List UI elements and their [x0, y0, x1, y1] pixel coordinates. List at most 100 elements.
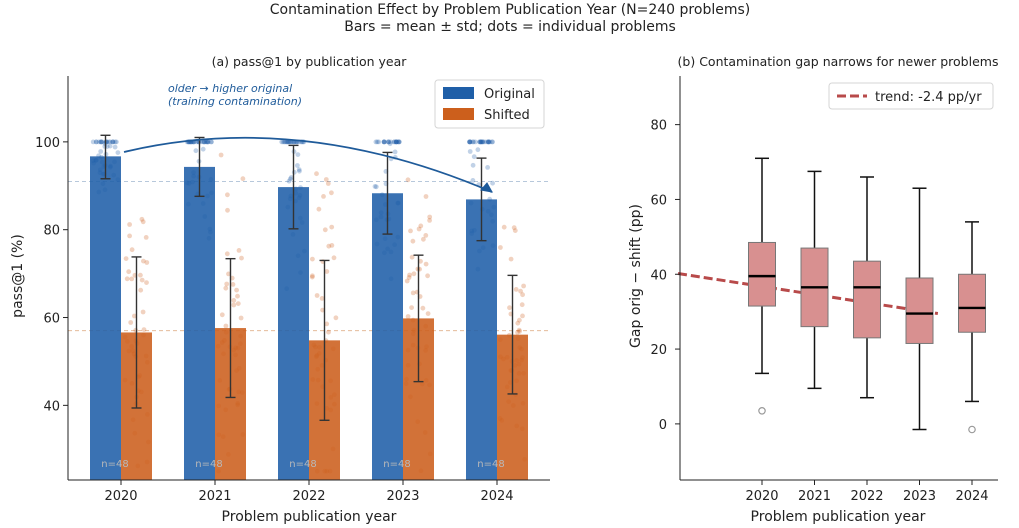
- problem-dot: [408, 228, 413, 234]
- problem-dot: [467, 139, 473, 145]
- y-tick-label: 0: [659, 418, 667, 433]
- problem-dot: [468, 139, 473, 145]
- legend-swatch-original: [443, 87, 474, 99]
- problem-dot: [477, 139, 483, 145]
- problem-dot: [501, 224, 507, 230]
- legend-frame: [828, 82, 994, 110]
- problem-dot: [427, 214, 433, 220]
- problem-dot: [224, 281, 230, 287]
- problem-dot: [520, 313, 525, 319]
- problem-dot: [470, 178, 476, 183]
- problem-dot: [225, 207, 230, 213]
- legend-label-shifted: Shifted: [484, 108, 530, 123]
- problem-dot: [333, 315, 339, 321]
- problem-dot: [224, 251, 230, 257]
- problem-dot: [140, 309, 146, 315]
- n-label-2021: n=48: [195, 459, 222, 470]
- panel-a-legend: Original Shifted: [434, 79, 545, 129]
- problem-dot: [280, 139, 286, 145]
- problem-dot: [490, 180, 495, 186]
- n-label-2023: n=48: [383, 459, 410, 470]
- y-tick-label: 80: [43, 224, 60, 239]
- problem-dot: [139, 277, 145, 283]
- x-tick-label: 2023: [386, 489, 419, 504]
- x-tick-label: 2022: [292, 489, 325, 504]
- problem-dot: [98, 149, 104, 154]
- problem-dot: [133, 327, 139, 333]
- problem-dot: [521, 283, 526, 289]
- problem-dot: [407, 272, 412, 278]
- x-tick-label: 2022: [850, 489, 883, 504]
- problem-dot: [209, 139, 214, 145]
- problem-dot: [472, 139, 478, 145]
- problem-dot: [392, 139, 397, 145]
- problem-dot: [218, 152, 224, 158]
- problem-dot: [231, 298, 237, 303]
- problem-dot: [324, 269, 330, 274]
- problem-dot: [396, 139, 402, 145]
- boxes: [748, 157, 986, 434]
- problem-dot: [205, 139, 211, 145]
- problem-dot: [226, 271, 231, 277]
- problem-dot: [486, 139, 491, 145]
- problem-dot: [374, 139, 380, 145]
- problem-dot: [112, 139, 118, 145]
- problem-dot: [319, 296, 325, 301]
- figure-title: Contamination Effect by Problem Publicat…: [270, 2, 750, 18]
- problem-dot: [106, 139, 112, 145]
- panel-a-axes: 40 60 80 100 2020 2021 2022 2023 2024: [35, 76, 550, 504]
- problem-dot: [478, 139, 484, 145]
- problem-dot: [329, 190, 334, 196]
- problem-dot: [284, 139, 289, 145]
- problem-dot: [410, 290, 416, 296]
- problem-dot: [310, 256, 315, 262]
- problem-dot: [475, 147, 481, 153]
- annotation-line-2: (training contamination): [168, 95, 302, 108]
- problem-dot: [98, 139, 104, 145]
- problem-dot: [471, 154, 477, 160]
- problem-dot: [239, 255, 244, 261]
- problem-dot: [296, 167, 302, 173]
- problem-dot: [144, 260, 150, 265]
- problem-dot: [325, 181, 331, 186]
- problem-dot: [309, 274, 315, 280]
- problem-dot: [520, 292, 525, 298]
- problem-dot: [324, 321, 330, 327]
- problem-dot: [314, 293, 320, 298]
- problem-dot: [129, 276, 135, 282]
- problem-dot: [230, 282, 236, 287]
- problem-dot: [110, 139, 116, 145]
- problem-dot: [490, 139, 495, 145]
- outlier-2024: [968, 425, 976, 434]
- problem-dot: [396, 139, 401, 145]
- x-tick-label: 2020: [745, 489, 778, 504]
- problem-dot: [200, 146, 206, 152]
- panel-b-axes: 0 20 40 60 80 2020 2021 2022 2023 2024: [650, 76, 998, 504]
- problem-dot: [478, 139, 484, 145]
- problem-dot: [518, 288, 523, 294]
- problem-dot: [297, 168, 302, 174]
- y-tick-label: 40: [43, 399, 60, 414]
- problem-dot: [512, 228, 518, 234]
- panel-a-xlabel: Problem publication year: [222, 509, 397, 525]
- n-label-2024: n=48: [477, 459, 504, 470]
- problem-dot: [423, 194, 429, 199]
- problem-dot: [144, 280, 149, 285]
- problem-dot: [486, 139, 491, 145]
- problem-dot: [284, 139, 290, 145]
- problem-dot: [115, 150, 121, 156]
- problem-dot: [201, 139, 207, 145]
- problem-dot: [240, 176, 246, 182]
- x-tick-label: 2023: [903, 489, 936, 504]
- problem-dot: [519, 302, 525, 308]
- problem-dot: [513, 287, 519, 292]
- bars: [90, 156, 528, 481]
- problem-dot: [478, 139, 484, 145]
- problem-dot: [425, 273, 430, 279]
- problem-dot: [409, 254, 415, 260]
- legend-label-original: Original: [484, 87, 535, 102]
- box-2022: [853, 260, 881, 339]
- problem-dot: [203, 139, 209, 145]
- problem-dot: [406, 275, 412, 280]
- problem-dot: [485, 165, 490, 170]
